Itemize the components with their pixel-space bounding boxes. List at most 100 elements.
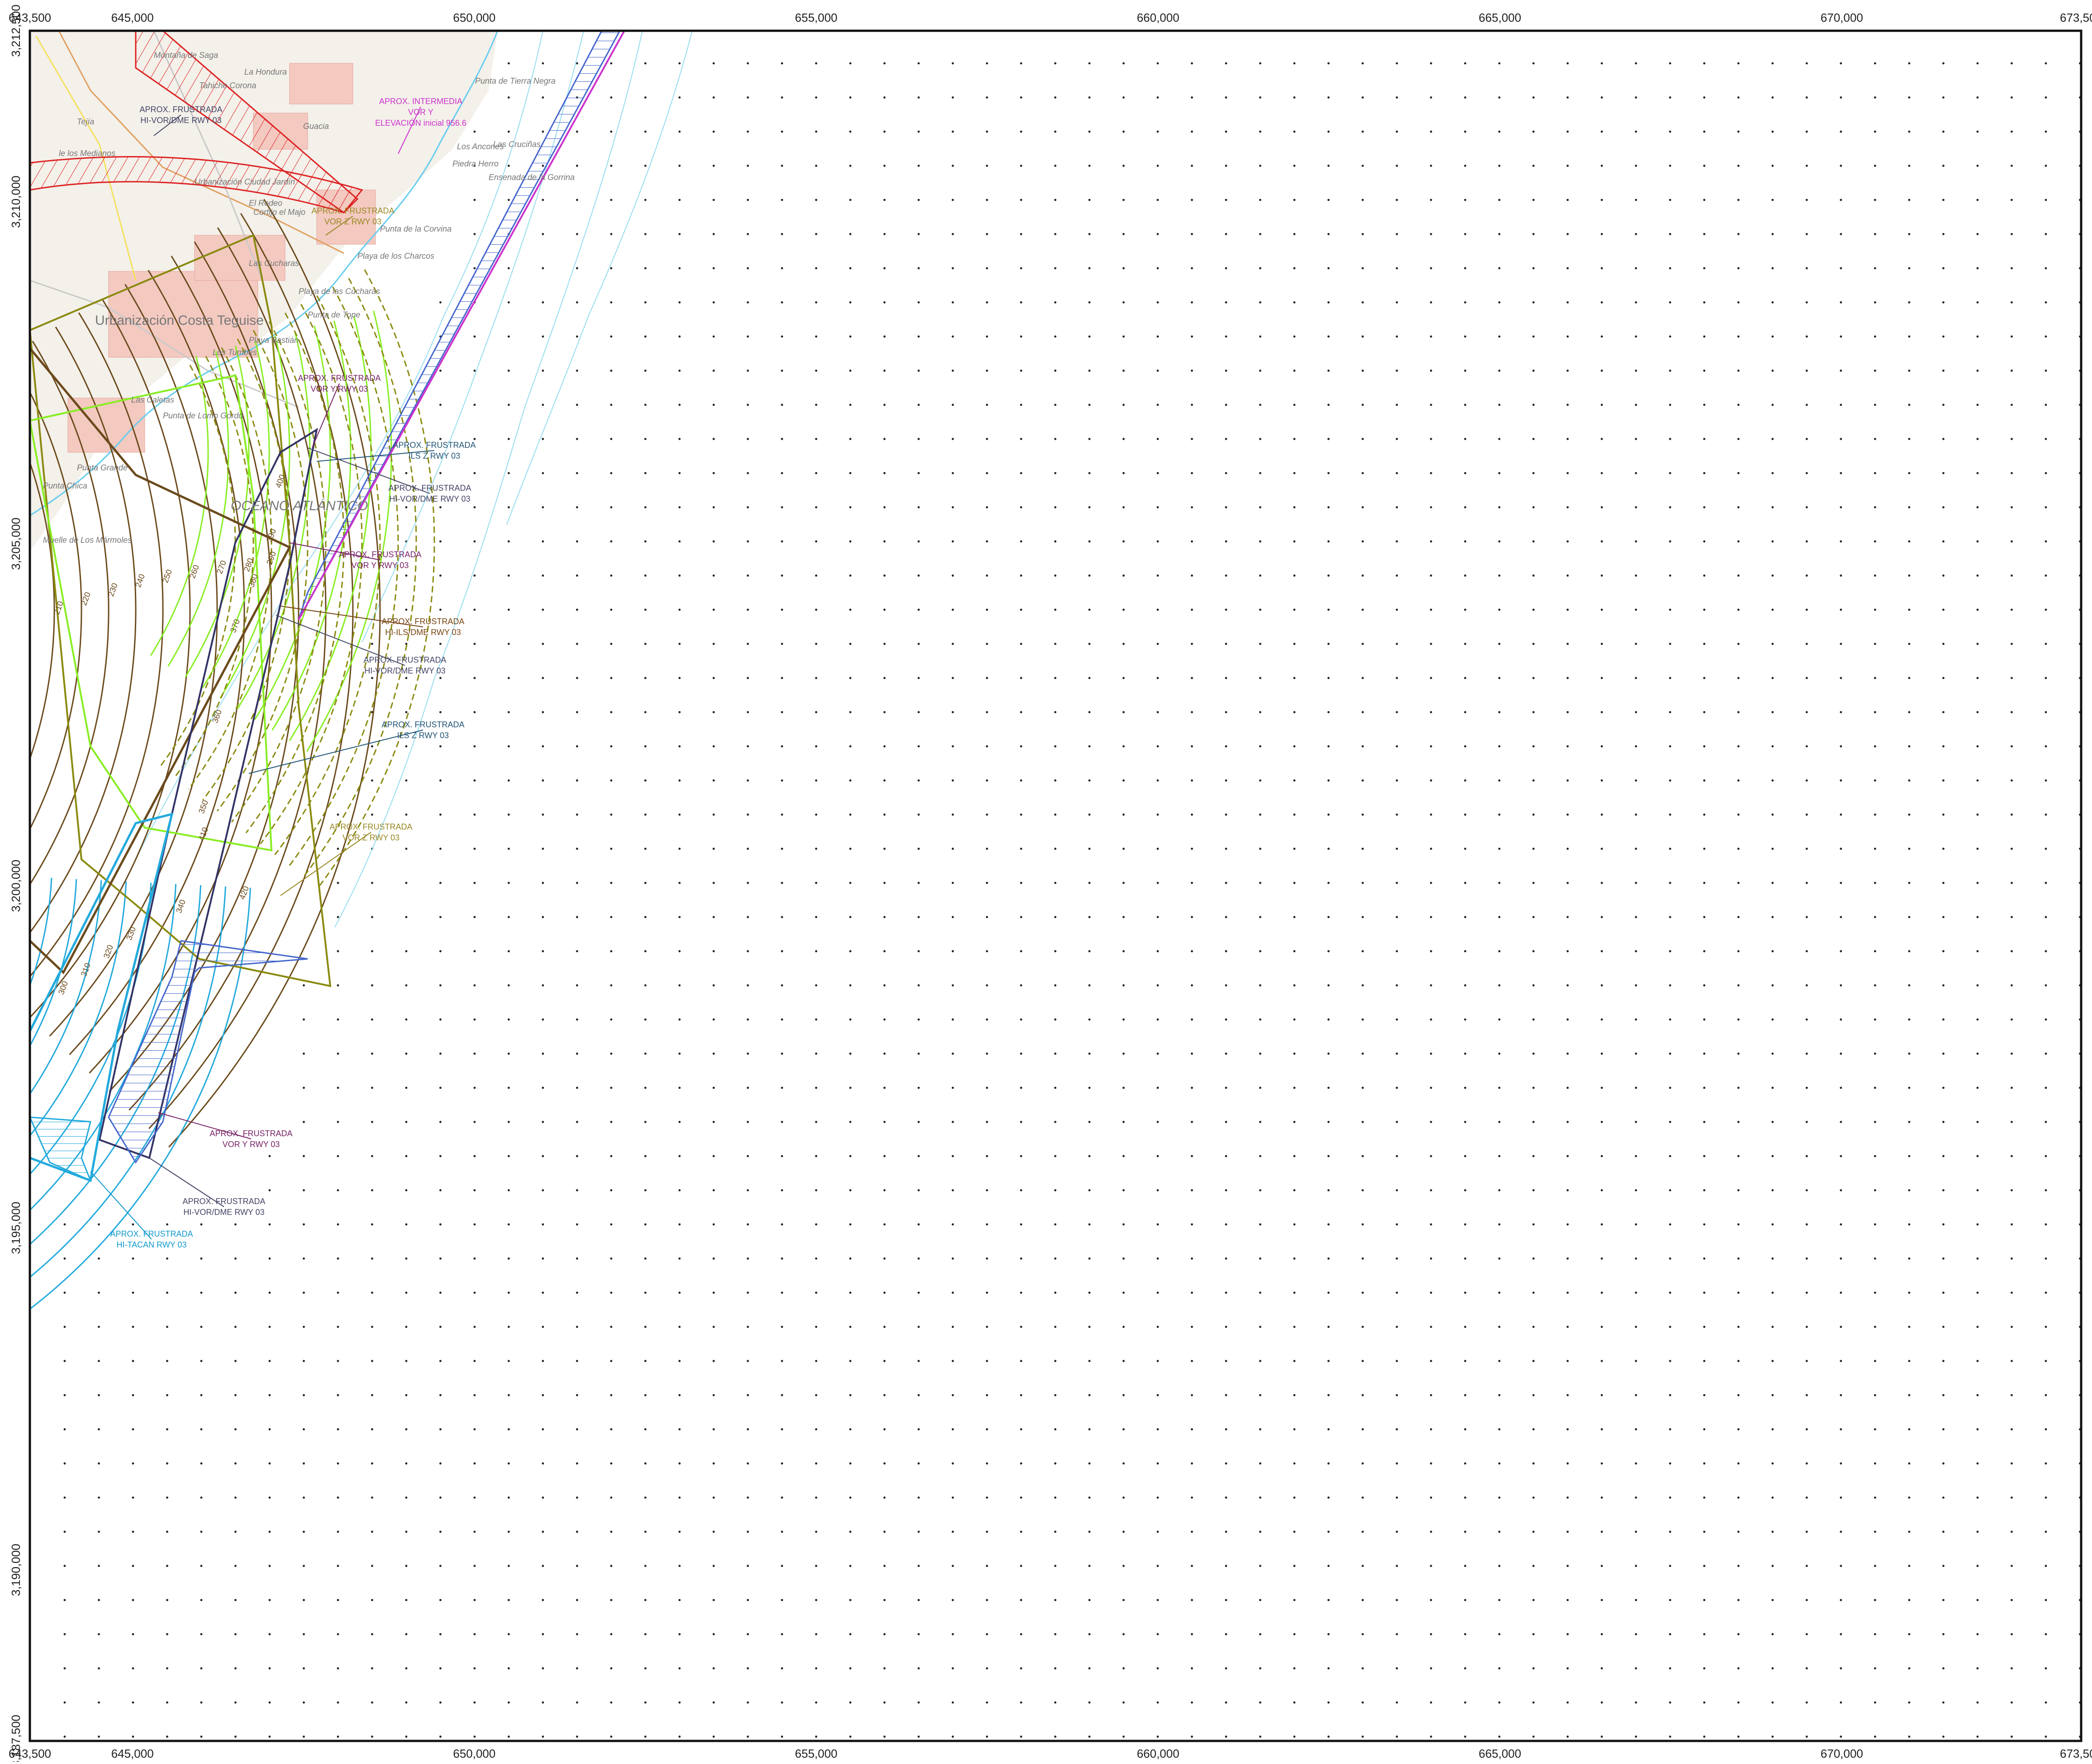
grid-dot [2044,335,2047,338]
grid-dot [1259,1053,1261,1055]
grid-dot [1566,1701,1569,1704]
grid-dot [1396,165,1398,167]
grid-dot [473,1428,476,1431]
grid-dot [1498,984,1501,986]
grid-dot [986,608,988,611]
grid-dot [1191,165,1193,167]
grid-dot [166,1291,168,1294]
grid-dot [1669,711,1671,713]
grid-dot [1088,1121,1091,1123]
grid-dot [439,506,442,508]
grid-dot [1601,916,1603,918]
grid-dot [473,1223,476,1226]
grid-dot [1908,403,1911,406]
grid-dot [576,848,578,850]
grid-dot [439,1155,442,1157]
grid-dot [1122,1496,1125,1499]
grid-dot [1259,1496,1261,1499]
grid-dot [1498,1223,1501,1226]
grid-dot [439,1189,442,1191]
grid-dot [1327,165,1330,167]
grid-dot [1464,882,1466,884]
grid-dot [781,335,783,338]
grid-dot [1156,745,1159,748]
grid-dot [542,677,544,679]
grid-dot [1225,472,1227,474]
grid-dot [1122,301,1125,303]
grid-dot [815,506,818,508]
grid-dot [1088,438,1091,440]
grid-dot [1361,916,1364,918]
grid-dot [1225,1701,1227,1704]
grid-dot [1088,335,1091,338]
grid-dot [1259,1599,1261,1601]
grid-dot [678,62,681,65]
grid-dot [610,1291,613,1294]
grid-dot [644,643,647,645]
grid-dot [542,1291,544,1294]
grid-dot [849,745,851,748]
grid-dot [1840,882,1842,884]
grid-dot [644,677,647,679]
grid-dot [1669,643,1671,645]
grid-dot [576,1565,578,1567]
grid-dot [951,1018,954,1021]
grid-dot [1327,608,1330,611]
grid-dot [439,779,442,782]
grid-dot [918,1053,920,1055]
grid-dot [1259,1223,1261,1226]
grid-dot [918,1565,920,1567]
grid-dot [1703,950,1706,953]
grid-dot [1361,1599,1364,1601]
grid-dot [1498,950,1501,953]
grid-dot [508,335,510,338]
grid-dot [337,1428,339,1431]
grid-dot [713,848,715,850]
grid-dot [1806,233,1808,235]
contour-arc [30,327,137,934]
grid-dot [610,1257,613,1260]
grid-dot [1942,1599,1945,1601]
grid-dot [234,1531,237,1533]
grid-dot [1771,1701,1774,1704]
grid-dot [268,1701,271,1704]
grid-dot [1908,608,1911,611]
grid-dot [542,1018,544,1021]
grid-dot [1191,1121,1193,1123]
grid-dot [1020,1701,1022,1704]
grid-dot [1669,370,1671,372]
grid-dot [1908,438,1911,440]
grid-dot [951,506,954,508]
grid-dot [542,1633,544,1636]
grid-dot [644,950,647,953]
grid-dot [166,1394,168,1396]
grid-dot [439,1291,442,1294]
grid-dot [1601,267,1603,270]
grid-dot [1635,882,1637,884]
grid-dot [883,62,886,65]
grid-dot [1498,1496,1501,1499]
grid-dot [1293,1394,1296,1396]
grid-dot [1976,1394,1979,1396]
grid-dot [1020,472,1022,474]
grid-dot [1464,677,1466,679]
grid-dot [713,1155,715,1157]
grid-dot [1293,677,1296,679]
grid-dot [1293,62,1296,65]
grid-dot [1874,1701,1876,1704]
grid-dot [918,1531,920,1533]
grid-dot [849,950,851,953]
grid-dot [1669,1701,1671,1704]
grid-dot [1293,882,1296,884]
grid-dot [371,1053,373,1055]
grid-dot [1737,711,1740,713]
grid-dot [781,1223,783,1226]
grid-dot [1601,1086,1603,1089]
grid-dot [1464,130,1466,133]
grid-dot [1976,677,1979,679]
place-label: Playa de las Cucharas [299,287,380,296]
grid-dot [1293,643,1296,645]
grid-dot [63,1531,66,1533]
grid-dot [1532,745,1535,748]
grid-dot [2044,779,2047,782]
